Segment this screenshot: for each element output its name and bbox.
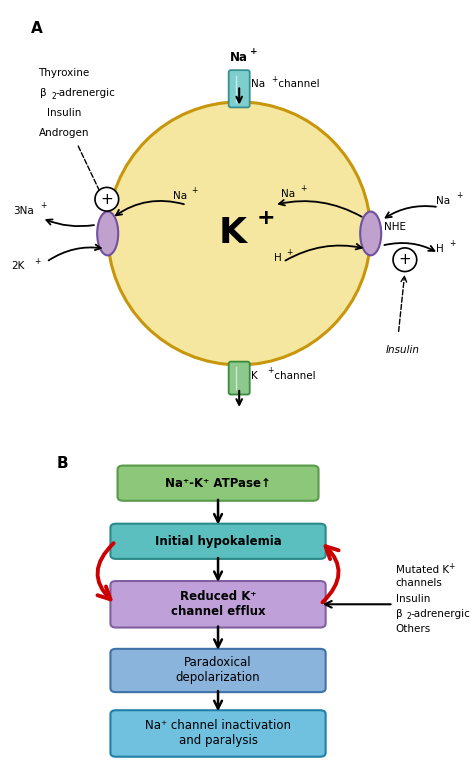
Text: +: + xyxy=(301,185,307,193)
Text: NHE: NHE xyxy=(384,221,406,232)
Text: Na: Na xyxy=(173,191,188,201)
Text: H: H xyxy=(437,244,444,254)
Text: A: A xyxy=(31,21,43,36)
Text: B: B xyxy=(57,456,69,471)
Text: β: β xyxy=(396,609,402,619)
FancyArrowPatch shape xyxy=(98,543,114,599)
Circle shape xyxy=(393,248,417,271)
Text: Na: Na xyxy=(230,51,248,64)
FancyBboxPatch shape xyxy=(110,524,326,559)
FancyBboxPatch shape xyxy=(228,361,250,394)
Text: +: + xyxy=(399,252,411,268)
Text: -adrenergic: -adrenergic xyxy=(410,609,470,619)
FancyArrowPatch shape xyxy=(322,546,338,602)
FancyBboxPatch shape xyxy=(228,70,250,108)
Ellipse shape xyxy=(360,211,381,255)
Text: +: + xyxy=(100,191,113,207)
Text: K: K xyxy=(219,216,246,251)
Text: +: + xyxy=(286,248,293,257)
Circle shape xyxy=(108,102,371,365)
Text: K: K xyxy=(252,371,258,381)
Text: Reduced K⁺
channel efflux: Reduced K⁺ channel efflux xyxy=(171,591,265,618)
Text: Paradoxical
depolarization: Paradoxical depolarization xyxy=(176,657,260,684)
Text: Na: Na xyxy=(252,79,265,89)
Text: Thyroxine: Thyroxine xyxy=(38,68,90,78)
Ellipse shape xyxy=(97,211,118,255)
Text: β: β xyxy=(40,88,46,98)
FancyBboxPatch shape xyxy=(110,649,326,692)
Text: +: + xyxy=(449,239,455,248)
Text: Androgen: Androgen xyxy=(38,128,89,138)
FancyBboxPatch shape xyxy=(118,465,319,501)
Text: channel: channel xyxy=(275,79,320,89)
Text: 2K: 2K xyxy=(11,261,25,271)
Text: +: + xyxy=(456,191,463,200)
Circle shape xyxy=(95,188,118,211)
Text: Insulin: Insulin xyxy=(46,108,81,118)
Text: channel: channel xyxy=(271,371,315,381)
Text: Mutated K: Mutated K xyxy=(396,565,449,575)
Text: +: + xyxy=(271,75,278,84)
Text: -adrenergic: -adrenergic xyxy=(56,88,116,98)
Text: channels: channels xyxy=(396,578,443,588)
FancyBboxPatch shape xyxy=(110,581,326,628)
Text: 2: 2 xyxy=(406,612,411,621)
Text: Na⁺ channel inactivation
and paralysis: Na⁺ channel inactivation and paralysis xyxy=(145,720,291,747)
Text: 2: 2 xyxy=(52,92,56,102)
Text: +: + xyxy=(41,201,47,210)
Text: Initial hypokalemia: Initial hypokalemia xyxy=(155,534,282,548)
Text: +: + xyxy=(191,186,197,195)
Text: +: + xyxy=(256,208,275,228)
Text: +: + xyxy=(267,366,273,375)
Text: Na: Na xyxy=(281,189,295,199)
Text: H: H xyxy=(274,252,282,262)
Text: Na: Na xyxy=(437,195,451,205)
Text: +: + xyxy=(250,47,257,56)
Text: Insulin: Insulin xyxy=(386,345,420,355)
Text: Others: Others xyxy=(396,624,431,634)
Text: +: + xyxy=(448,562,454,571)
Text: 3Na: 3Na xyxy=(13,205,34,215)
Text: Na⁺-K⁺ ATPase↑: Na⁺-K⁺ ATPase↑ xyxy=(165,477,271,490)
Text: +: + xyxy=(34,257,40,265)
FancyBboxPatch shape xyxy=(110,711,326,757)
Text: Insulin: Insulin xyxy=(396,594,430,604)
